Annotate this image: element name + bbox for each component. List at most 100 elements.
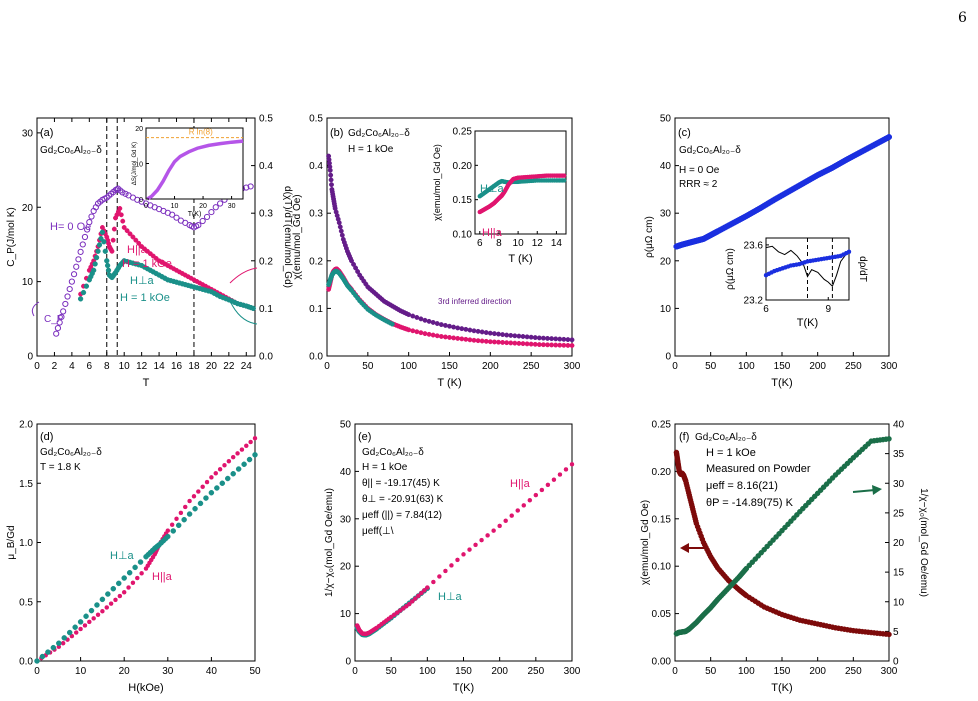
y-tick-label: 0.1 — [259, 304, 273, 315]
chi-point — [422, 331, 428, 337]
chi-point — [561, 342, 567, 348]
y-tick-label: 0.5 — [19, 597, 33, 608]
cp-axis-arc — [31, 301, 40, 317]
hpar-point — [110, 237, 116, 243]
hperp-point — [45, 649, 51, 655]
chi-point — [504, 340, 510, 346]
annotation: H = 1 kOe — [348, 144, 394, 155]
chi-point — [886, 631, 892, 638]
hperp-point — [192, 505, 198, 512]
cp-point — [243, 184, 250, 191]
hpar-point — [422, 588, 427, 593]
hpar-point — [230, 454, 236, 460]
hpar-point — [252, 435, 258, 441]
cp-point — [212, 204, 219, 211]
inset-x-tick-label: 20 — [199, 203, 207, 210]
hperp-point — [72, 624, 78, 630]
chi-point — [532, 341, 538, 347]
hpar-point — [485, 533, 490, 538]
hpar-point — [213, 471, 219, 476]
chi-point — [487, 339, 493, 345]
chi-point — [557, 342, 563, 348]
y-tick-label: 30 — [893, 479, 905, 490]
y-tick-label: 0.5 — [309, 114, 323, 125]
hperp-point — [250, 305, 256, 312]
chi-point — [329, 182, 334, 188]
chi-point — [434, 321, 440, 326]
hpar-point — [551, 477, 557, 482]
hperp-point — [186, 511, 193, 517]
hpar-point — [120, 218, 126, 224]
x-tick-label: 150 — [774, 361, 791, 372]
x-tick-label: 10 — [75, 666, 87, 677]
chi-point — [447, 334, 452, 340]
annotation: μeff (||) = 7.84(12) — [362, 510, 442, 521]
hperp-point — [208, 489, 215, 496]
annotation: Gd₂Co₆Al₂₀₋δ — [40, 447, 102, 458]
y-tick-label: 0.0 — [19, 657, 33, 668]
cp-point — [68, 278, 75, 285]
panel-c: 0 50 100 150 200 250 300 0 10 20 30 40 50 T(K) ρ(μΩ cm… — [644, 114, 898, 390]
inset-x-label: T (K) — [508, 253, 532, 265]
chi-point — [351, 261, 356, 267]
hpar-point — [117, 205, 123, 211]
chi-point — [471, 337, 477, 343]
chi-point — [410, 328, 416, 334]
chi-point — [540, 335, 546, 341]
x-tick-label: 16 — [171, 361, 183, 372]
hpar-point — [539, 487, 545, 493]
hpar-point — [121, 590, 127, 595]
hpar-point — [391, 612, 397, 618]
chi-point — [451, 335, 457, 341]
hpar-point — [118, 212, 124, 218]
hpar-point — [165, 528, 171, 533]
cp-point — [169, 211, 176, 218]
inset-y2-label: dρ/dT — [857, 256, 868, 282]
y-tick-label: 0.5 — [259, 114, 273, 125]
hperp-point — [96, 242, 103, 248]
hpar-point — [204, 479, 210, 485]
y-tick-label: 0 — [893, 657, 899, 668]
annotation: (b) — [330, 127, 343, 139]
hperp-point — [95, 248, 101, 254]
inset-x-tick-label: 9 — [825, 304, 831, 315]
inset-x-label: T(K) — [188, 211, 202, 218]
panel-f: 0 50 100 150 200 250 3000.000.050.100.150.200.… — [640, 420, 929, 695]
hpar-point — [431, 579, 436, 585]
chi-point — [496, 331, 501, 337]
x-tick-label: 6 — [87, 361, 93, 372]
chi-point — [528, 341, 534, 347]
rln8-label: R ln(8) — [189, 128, 213, 137]
hpar-axis-arc — [229, 267, 258, 284]
hpar-point — [473, 542, 478, 548]
hperp-point — [77, 619, 84, 625]
cp-point — [208, 208, 215, 216]
annotation: Measured on Powder — [706, 463, 811, 475]
y-tick-label: 35 — [893, 449, 905, 460]
y-tick-label: 0.0 — [309, 352, 323, 363]
hpar-point — [419, 590, 424, 596]
hperp-point — [102, 248, 108, 254]
hperp-point — [50, 644, 57, 651]
panel-b: 0 50 100 150 200 250 300 0.0 0.1 0.2 0.3 0.4 0.5 T (K… — [292, 114, 581, 390]
y-axis-label: χ(emu/mol_Gd Oe) — [640, 500, 651, 585]
chi-point — [355, 269, 361, 274]
inset-x-tick-label: 6 — [477, 238, 483, 249]
chi-point — [536, 342, 542, 348]
entropy-curve — [146, 139, 244, 201]
y-axis-label: 1/χ−χ₀(mol_Gd Oe/emu) — [324, 488, 335, 597]
hpar-point — [413, 596, 418, 601]
x-axis-label: T(K) — [453, 682, 474, 694]
hpar-point — [109, 248, 115, 254]
hpar-point — [136, 240, 142, 246]
cp-point — [73, 263, 80, 270]
inset-y-tick-label: 0.20 — [453, 161, 473, 172]
chi-point — [338, 228, 344, 234]
hpar-point — [527, 497, 533, 503]
y-tick-label: 0.0 — [259, 352, 273, 363]
x-tick-label: 10 — [119, 361, 131, 372]
chi-point — [459, 326, 465, 332]
x-tick-label: 20 — [119, 666, 131, 677]
y-tick-label: 0.20 — [652, 467, 672, 478]
